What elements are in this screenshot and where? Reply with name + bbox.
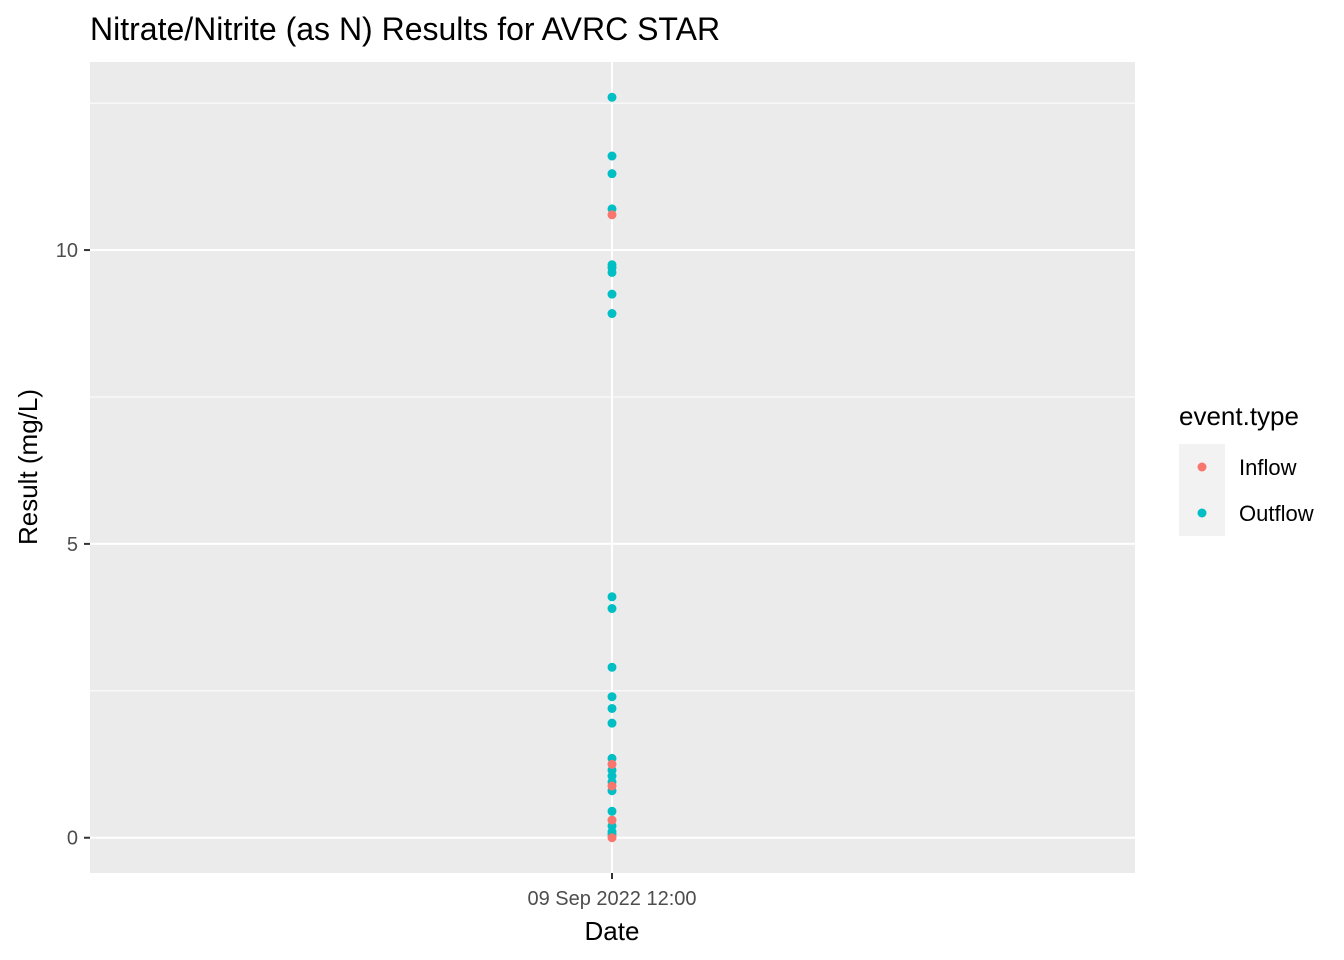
data-point-outflow [607, 169, 617, 179]
legend: event.type Inflow Outflow [1179, 401, 1314, 536]
legend-keys: Inflow Outflow [1179, 444, 1314, 536]
data-point-inflow [607, 759, 617, 769]
chart-title: Nitrate/Nitrite (as N) Results for AVRC … [90, 11, 720, 47]
data-point-outflow [607, 703, 617, 713]
data-point-outflow [607, 289, 617, 299]
data-point-inflow [607, 815, 617, 825]
x-axis-title: Date [585, 916, 640, 946]
y-tick-label: 5 [67, 534, 78, 556]
data-point-inflow [607, 833, 617, 843]
data-point-outflow [607, 718, 617, 728]
y-tick-label: 0 [67, 828, 78, 850]
y-axis: 0 5 10 [56, 240, 90, 850]
y-axis-title: Result (mg/L) [13, 389, 43, 545]
data-point-outflow [607, 692, 617, 702]
legend-key-inflow [1197, 462, 1207, 472]
x-axis: 09 Sep 2022 12:00 [527, 873, 697, 910]
data-point-outflow [607, 604, 617, 614]
y-tick-label: 10 [56, 240, 78, 262]
data-point-inflow [607, 781, 617, 791]
data-point-outflow [607, 662, 617, 672]
data-point-outflow [607, 592, 617, 602]
legend-key-outflow [1197, 508, 1207, 518]
data-point-outflow [607, 92, 617, 102]
legend-title: event.type [1179, 401, 1299, 431]
data-point-outflow [607, 806, 617, 816]
legend-label-inflow: Inflow [1239, 455, 1297, 480]
x-tick-label: 09 Sep 2022 12:00 [527, 888, 696, 910]
legend-label-outflow: Outflow [1239, 501, 1314, 526]
data-point-outflow [607, 309, 617, 319]
data-point-outflow [607, 151, 617, 161]
data-point-outflow [607, 267, 617, 277]
data-points [607, 92, 617, 843]
data-point-inflow [607, 210, 617, 220]
